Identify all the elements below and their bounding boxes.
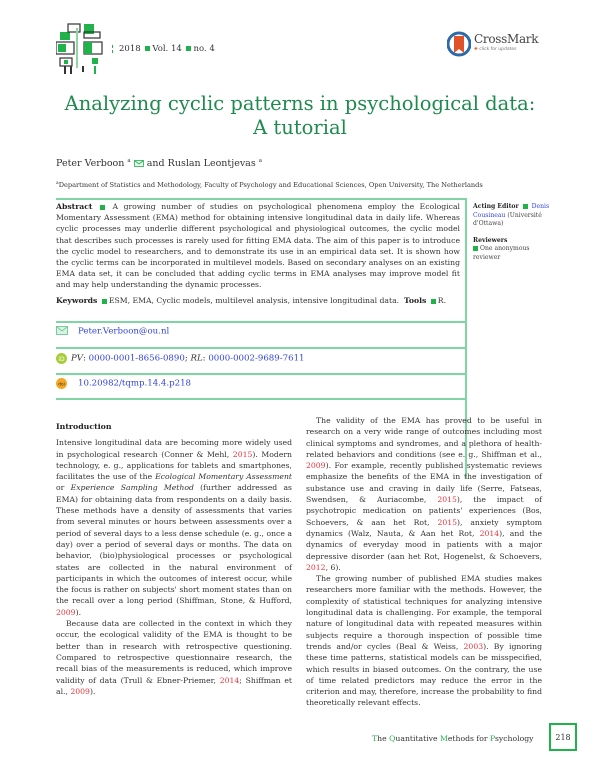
citation-link[interactable]: 2009 [306,461,326,471]
abstract-text: A growing number of studies on psycholog… [56,202,460,290]
paragraph: Because data are collected in the contex… [56,619,292,696]
affiliation-text: Department of Statistics and Methodology… [58,181,483,190]
envelope-icon[interactable] [133,159,144,170]
paragraph: The growing number of published EMA stud… [306,574,542,708]
reviewers-block: Reviewers One anonymous reviewer [473,237,553,263]
tools-label: Tools [404,296,427,305]
editor-label: Acting Editor [473,203,519,210]
svg-text:iD: iD [58,356,65,363]
authors-joiner: and [146,158,165,170]
orcid-rl-label: RL [190,353,203,364]
citation-link[interactable]: 2015 [437,495,457,505]
abstract: Abstract A growing number of studies on … [56,201,460,291]
issue-volume: Vol. 14 [152,44,182,54]
affiliation-mark: a [127,158,131,164]
keywords-label: Keywords [56,296,98,305]
citation-link[interactable]: 2015 [437,517,458,527]
body-column-left: Introduction Intensive longitudinal data… [56,421,292,697]
crossmark-label: CrossMark [474,32,539,46]
editor-affiliation: (Université d'Ottawa) [473,211,542,228]
abstract-label: Abstract [56,202,93,211]
citation-link[interactable]: 2012 [306,562,326,572]
email-row: Peter.Verboon@ou.nl [56,326,169,337]
article-title: Analyzing cyclic patterns in psychologic… [0,92,600,140]
keywords: Keywords ESM, EMA, Cyclic models, multil… [56,296,460,305]
email-link[interactable]: Peter.Verboon@ou.nl [78,326,170,337]
citation-link[interactable]: 2009 [56,607,76,617]
divider [465,198,467,478]
editor-name-link[interactable]: Denis Cousineau [473,203,550,219]
author-name: Ruslan Leontjevas [167,158,256,170]
journal-name: The Quantitative Methods for Psychology [372,734,534,743]
bullet-icon [100,204,105,210]
affiliation: aDepartment of Statistics and Methodolog… [56,181,483,189]
bullet-icon [145,46,151,51]
bullet-icon [473,246,478,252]
editorial-sidebar: Acting Editor Denis Cousineau (Universit… [473,203,553,263]
author-name: Peter Verboon [56,158,125,170]
orcid-pv-label: PV [71,353,83,364]
crossmark-sublabel: ✚ click for updates [474,47,517,52]
doi-row: doi 10.20982/tqmp.14.4.p218 [56,378,191,389]
body-column-right: The validity of the EMA has proved to be… [306,415,542,709]
separator [112,44,114,53]
crossmark-button[interactable]: CrossMark ✚ click for updates [446,31,557,57]
issue-info: 2018 Vol. 14 no. 4 [112,44,215,54]
orcid-icon: iD [56,353,68,364]
reviewers-label: Reviewers [473,236,508,244]
divider [56,373,465,375]
bullet-icon [522,204,528,209]
section-heading: Introduction [56,422,112,431]
citation-link[interactable]: 2014 [479,528,500,538]
orcid-rl-link[interactable]: 0000-0002-9689-7611 [208,353,305,364]
title-line-1: Analyzing cyclic patterns in psychologic… [64,92,536,115]
affiliation-mark: a [258,158,263,164]
page-number: 218 [549,723,577,751]
divider [56,398,465,400]
svg-text:doi: doi [58,382,65,388]
divider [56,198,465,200]
bullet-icon [430,298,436,304]
title-line-2: A tutorial [253,116,347,139]
bullet-icon [186,46,192,51]
doi-link[interactable]: 10.20982/tqmp.14.4.p218 [78,378,192,389]
editor-block: Acting Editor Denis Cousineau (Universit… [473,203,553,229]
tools-text: R. [437,296,447,305]
bullet-icon [101,298,107,304]
author-list: Peter Verboon a and Ruslan Leontjevas a [56,158,262,170]
crossmark-icon [446,31,472,57]
issue-year: 2018 [119,44,141,54]
affiliation-mark: a [56,181,59,186]
paragraph: The validity of the EMA has proved to be… [306,416,543,572]
citation-link[interactable]: 2003 [463,641,484,651]
citation-link[interactable]: 2015 [232,449,253,459]
envelope-icon [56,326,68,336]
orcid-row: iD PV: 0000-0001-8656-0890; RL: 0000-000… [56,353,305,364]
doi-icon: doi [56,378,68,389]
issue-number: no. 4 [193,44,215,54]
citation-link[interactable]: 2014 [219,675,240,685]
reviewers-text: One anonymous reviewer [473,245,530,261]
divider [56,347,465,349]
citation-link[interactable]: 2009 [70,686,90,696]
paragraph: Intensive longitudinal data are becoming… [56,438,293,617]
orcid-pv-link[interactable]: 0000-0001-8656-0890 [88,353,185,364]
journal-logo-icon [55,22,104,74]
keywords-text: ESM, EMA, Cyclic models, multilevel anal… [108,296,400,305]
divider [56,321,465,323]
